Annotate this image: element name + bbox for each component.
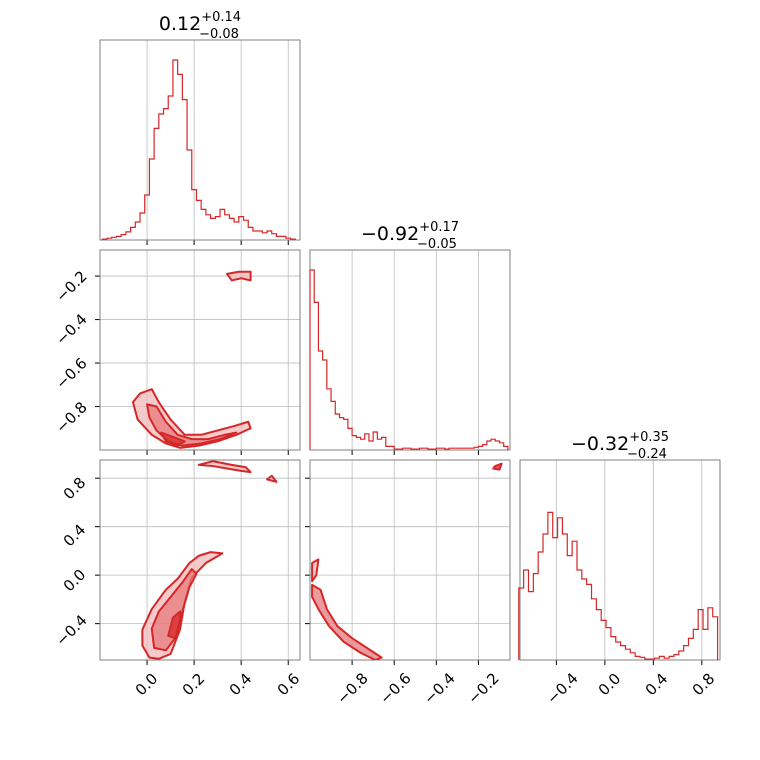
x-tick-col1-2: 0.4 xyxy=(226,670,256,700)
y-tick-row3-0: 0.8 xyxy=(60,474,90,504)
x-tick-col3-2: 0.4 xyxy=(642,670,672,700)
y-tick-row2-3: −0.8 xyxy=(52,398,90,436)
y-tick-row3-1: 0.4 xyxy=(60,521,90,551)
contour-3-1-contours xyxy=(141,460,278,660)
x-tick-col1-0: 0.0 xyxy=(132,670,162,700)
hist-param-2-steps xyxy=(309,269,509,450)
contour-2-1-frame xyxy=(99,249,301,451)
contour-3-1-level-1 xyxy=(150,568,198,652)
hist-param-2-panel xyxy=(309,249,511,455)
hist-param-3-frame xyxy=(519,459,721,661)
contour-3-2-level-0 xyxy=(311,558,320,583)
contour-2-1-level-3 xyxy=(226,270,252,282)
contour-3-2-contours xyxy=(311,462,503,660)
x-tick-col3-1: 0.0 xyxy=(595,670,625,700)
contour-2-1-contours xyxy=(131,270,252,449)
hist-param-1-frame xyxy=(99,39,301,241)
contour-3-1-frame xyxy=(99,459,301,661)
hist-param-3-steps xyxy=(518,511,719,660)
hist-param-1-steps xyxy=(101,59,296,240)
contour-3-1-level-2 xyxy=(167,610,181,640)
y-tick-row3-3: −0.4 xyxy=(52,611,90,649)
title-param-2: −0.92+0.17 −0.05 xyxy=(361,220,459,252)
x-tick-col2-3: −0.2 xyxy=(464,669,502,707)
contour-3-2-level-1 xyxy=(311,583,383,660)
contour-2-1-level-2 xyxy=(160,431,186,447)
hist-param-1-panel xyxy=(99,39,301,245)
title-param-3: −0.32+0.35 −0.24 xyxy=(571,430,669,462)
hist-param-3-panel xyxy=(518,459,721,665)
x-tick-col3-0: −0.4 xyxy=(543,669,581,707)
contour-3-2-frame xyxy=(309,459,511,661)
x-tick-col2-1: −0.6 xyxy=(376,669,414,707)
title-param-1: 0.12+0.14 −0.08 xyxy=(159,10,241,42)
hist-param-2-frame xyxy=(309,249,511,451)
contour-3-2-level-2 xyxy=(492,462,503,471)
contour-3-1-level-3 xyxy=(197,460,252,474)
y-tick-row2-2: −0.6 xyxy=(52,354,90,392)
y-tick-row2-1: −0.4 xyxy=(52,310,90,348)
y-tick-row2-0: −0.2 xyxy=(52,267,90,305)
x-tick-col2-0: −0.8 xyxy=(333,669,371,707)
x-tick-col1-1: 0.2 xyxy=(179,670,209,700)
panels xyxy=(95,39,721,665)
contour-3-2-panel xyxy=(305,459,511,665)
y-tick-row3-2: 0.0 xyxy=(60,566,90,596)
contour-3-1-level-4 xyxy=(266,474,278,483)
contour-2-1-panel xyxy=(95,249,301,455)
x-tick-col2-2: −0.4 xyxy=(420,669,458,707)
x-tick-col3-3: 0.8 xyxy=(689,670,719,700)
x-tick-col1-3: 0.6 xyxy=(274,670,304,700)
contour-3-1-panel xyxy=(95,459,301,665)
